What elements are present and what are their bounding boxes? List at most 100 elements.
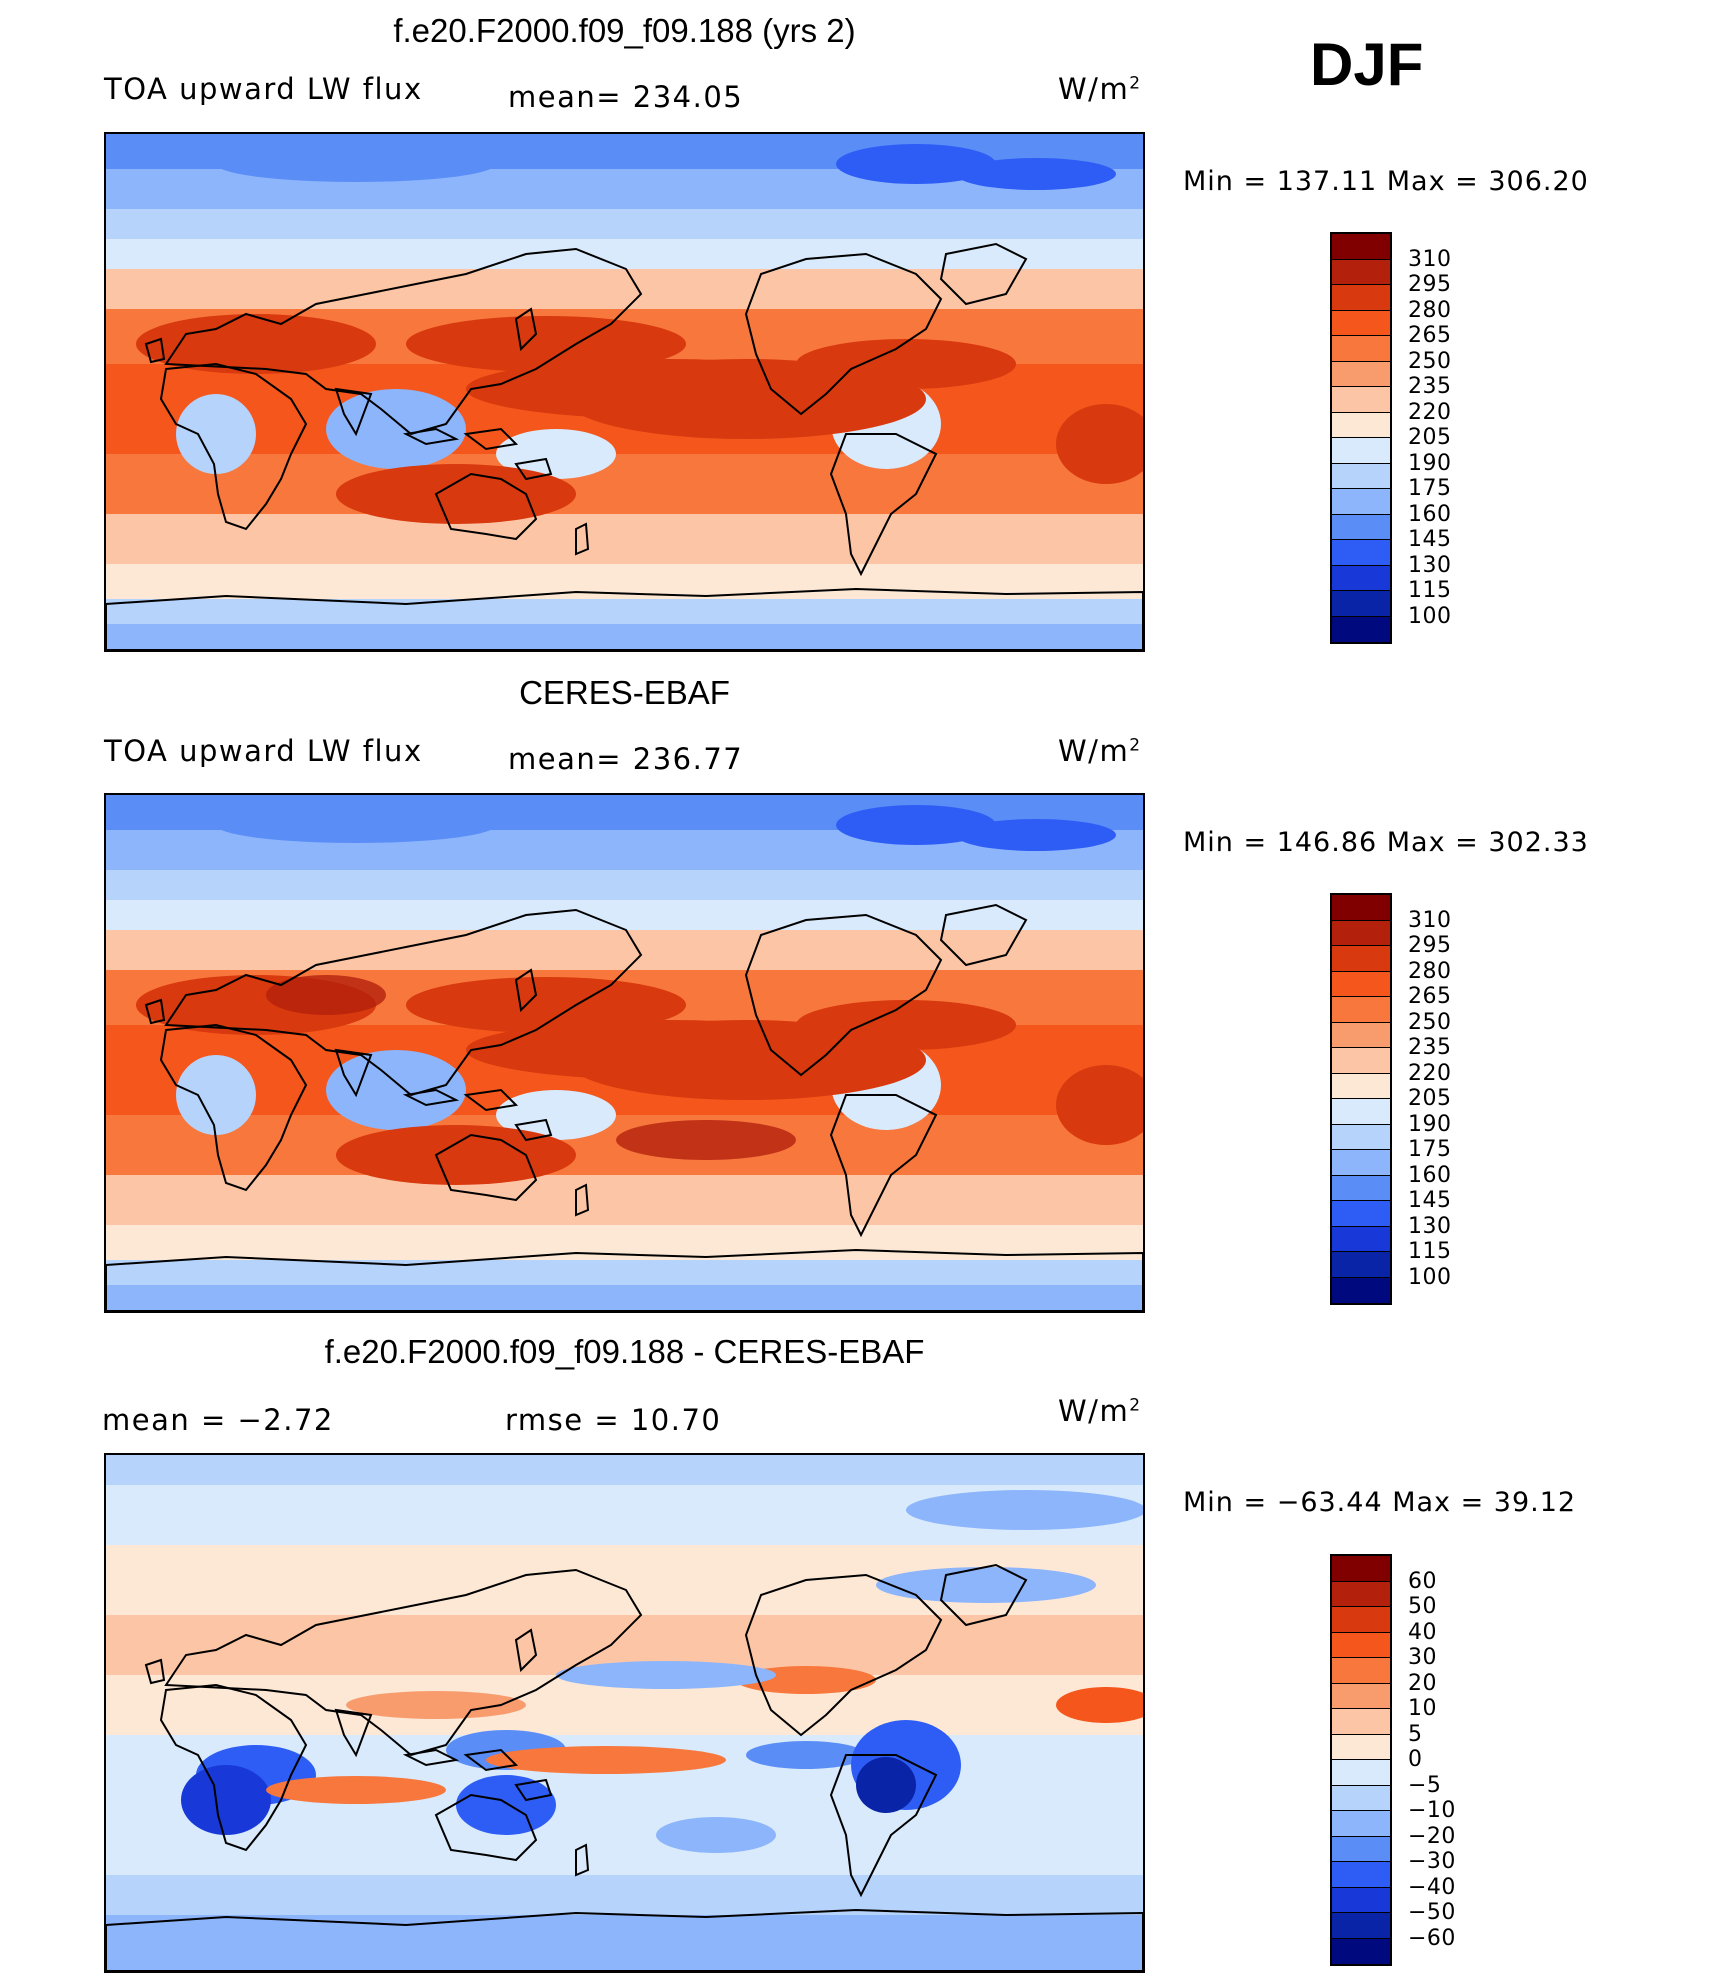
field-region [406,316,686,372]
colorbar-swatch [1332,361,1390,387]
panel2-units: W/m2 [1058,734,1142,768]
field-region [406,977,686,1033]
colorbar-tick-label: 205 [1408,1086,1452,1111]
coastline [514,1778,553,1802]
field-region [266,975,386,1015]
coastline [144,1658,166,1685]
colorbar-tick-label: 160 [1408,1162,1452,1188]
panel2-min-max: Min = 146.86 Max = 302.33 [1183,827,1589,858]
colorbar-tick-label: −5 [1408,1772,1442,1798]
latitude-band [106,1260,1143,1285]
colorbar-swatch [1332,387,1390,413]
colorbar-tick-label: 190 [1408,1111,1452,1137]
colorbar-swatch [1332,1862,1390,1888]
field-region [336,1125,576,1185]
colorbar-swatch [1332,946,1390,972]
panel3-units: W/m2 [1058,1394,1142,1428]
coastline [334,1048,373,1098]
field-region [326,1050,466,1130]
coastline [159,1023,308,1192]
panel1-min-max: Min = 137.11 Max = 306.20 [1183,166,1589,197]
colorbar-tick-label: 235 [1408,374,1452,399]
field-region [496,429,616,479]
panel1-mean-label: mean= 234.05 [508,80,744,114]
colorbar-swatch [1332,463,1390,489]
colorbar-swatch [1332,1556,1390,1582]
panel1-variable-label: TOA upward LW flux [104,72,423,106]
latitude-band [106,209,1143,239]
colorbar-swatch [1332,1201,1390,1227]
season-label: DJF [1310,31,1424,98]
panel3-title: f.e20.F2000.f09_f09.188 - CERES-EBAF [324,1333,925,1370]
colorbar-tick-label: 50 [1408,1594,1437,1619]
coastline [829,1094,938,1238]
colorbar-swatch [1332,1022,1390,1048]
panel1-title: f.e20.F2000.f09_f09.188 (yrs 2) [393,12,856,49]
colorbar-tick-label: −20 [1408,1823,1456,1849]
field-region [566,1020,926,1100]
field-region [176,394,256,474]
colorbar-swatch [1332,336,1390,362]
panel1-units: W/m2 [1058,72,1142,106]
colorbar-tick-label: 5 [1408,1721,1423,1747]
colorbar-swatch [1332,1683,1390,1709]
colorbar-swatch [1332,616,1390,642]
panel1-colorbar [1330,232,1392,644]
coastline [939,1563,1028,1627]
colorbar-tick-label: 30 [1408,1645,1437,1670]
colorbar-tick-label: 100 [1408,1264,1452,1290]
coastline [334,387,373,437]
panel2-map [104,793,1145,1313]
colorbar-tick-label: 115 [1408,578,1452,603]
coastline [463,1748,519,1772]
coastline [144,337,166,364]
colorbar-tick-label: −30 [1408,1849,1456,1874]
colorbar-tick-label: 295 [1408,933,1452,958]
latitude-band [106,1795,1143,1875]
colorbar-swatch [1332,1252,1390,1278]
coastline [744,913,943,1077]
colorbar-tick-label: 100 [1408,603,1452,629]
latitude-band [106,454,1143,514]
colorbar-swatch [1332,1048,1390,1074]
colorbar-tick-label: 190 [1408,450,1452,476]
coastline [144,998,166,1025]
colorbar-swatch [1332,1073,1390,1099]
colorbar-swatch [1332,1811,1390,1837]
colorbar-tick-label: 160 [1408,501,1452,527]
colorbar-swatch [1332,1887,1390,1913]
colorbar-tick-label: 0 [1408,1747,1423,1772]
coastline [575,522,590,556]
latitude-band [106,870,1143,900]
colorbar-tick-label: −50 [1408,1900,1456,1925]
colorbar-tick-label: 145 [1408,1188,1452,1213]
coastline [106,587,1143,650]
colorbar-tick-label: 20 [1408,1670,1437,1696]
colorbar-tick-label: 175 [1408,476,1452,501]
colorbar-swatch [1332,489,1390,515]
field-region [496,1090,616,1140]
coastline [164,908,643,1097]
latitude-band [106,514,1143,564]
colorbar-tick-label: 10 [1408,1696,1437,1721]
colorbar-tick-label: 265 [1408,984,1452,1009]
colorbar-swatch [1332,1632,1390,1658]
colorbar-swatch [1332,310,1390,336]
colorbar-swatch [1332,285,1390,311]
colorbar-tick-label: 310 [1408,907,1452,933]
colorbar-swatch [1332,1581,1390,1607]
latitude-band [106,239,1143,269]
panel3-map [104,1453,1145,1973]
colorbar-swatch [1332,1099,1390,1125]
colorbar-tick-label: 235 [1408,1035,1452,1060]
coastline [402,427,460,446]
field-region [1056,1065,1143,1145]
colorbar-swatch [1332,1175,1390,1201]
coastline [514,1628,538,1673]
colorbar-tick-label: 280 [1408,958,1452,984]
coastline [106,1908,1143,1971]
field-region [906,1490,1143,1530]
coastline [829,433,938,577]
coastline [334,1708,373,1758]
field-region [346,1691,526,1719]
